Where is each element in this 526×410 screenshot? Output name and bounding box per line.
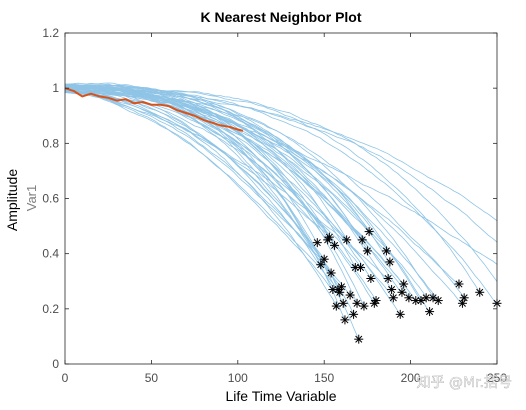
- neighbor-series-line: [65, 90, 439, 301]
- end-marker: [362, 246, 372, 256]
- end-marker: [355, 262, 365, 272]
- end-marker: [404, 293, 414, 303]
- end-marker: [319, 254, 329, 264]
- y-axis-ticks: 0 0.2 0.4 0.6 0.8 1 1.2: [42, 26, 497, 371]
- y-tick-label: 0.6: [42, 192, 59, 206]
- y-tick-label: 1: [52, 81, 59, 95]
- neighbor-series-line: [64, 89, 422, 301]
- neighbor-series-line: [64, 90, 498, 222]
- neighbor-series-line: [65, 85, 460, 285]
- x-tick-label: 200: [401, 371, 421, 385]
- neighbor-series-line: [64, 90, 330, 238]
- chart-title: K Nearest Neighbor Plot: [200, 9, 361, 25]
- end-marker: [399, 279, 409, 289]
- x-tick-label: 150: [314, 371, 334, 385]
- end-marker: [357, 235, 367, 245]
- end-marker: [345, 290, 355, 300]
- neighbor-series-group: [64, 82, 498, 340]
- neighbor-series-line: [64, 91, 389, 279]
- end-marker: [324, 232, 334, 242]
- y-tick-label: 0.8: [42, 136, 59, 150]
- end-marker: [381, 246, 391, 256]
- neighbor-series-line: [64, 86, 360, 340]
- neighbor-series-line: [64, 89, 410, 298]
- neighbor-series-line: [64, 90, 417, 301]
- neighbor-series-line: [64, 88, 498, 243]
- y-axis-sublabel: Var1: [24, 185, 39, 212]
- x-tick-label: 0: [62, 371, 69, 385]
- end-marker: [354, 334, 364, 344]
- x-tick-label: 100: [228, 371, 248, 385]
- query-series-group: [64, 87, 244, 132]
- end-marker: [459, 293, 469, 303]
- neighbor-series-line: [64, 87, 392, 290]
- neighbor-series-line: [64, 89, 498, 282]
- end-marker: [331, 301, 341, 311]
- x-tick-label: 50: [145, 371, 159, 385]
- x-tick-label: 250: [487, 371, 507, 385]
- end-marker: [349, 309, 359, 319]
- y-tick-label: 0: [52, 357, 59, 371]
- end-marker: [340, 315, 350, 325]
- x-axis-ticks: 0 50 100 150 200 250: [62, 33, 507, 385]
- neighbor-series-line: [64, 90, 351, 297]
- end-marker: [433, 296, 443, 306]
- y-tick-label: 1.2: [42, 26, 59, 40]
- neighbor-series-line: [64, 84, 370, 232]
- query-series-line: [64, 87, 244, 132]
- end-marker: [342, 235, 352, 245]
- end-marker: [371, 296, 381, 306]
- end-marker: [326, 268, 336, 278]
- end-marker: [335, 287, 345, 297]
- end-marker: [385, 257, 395, 267]
- end-marker: [454, 279, 464, 289]
- y-axis-label: Amplitude: [4, 169, 20, 231]
- end-marker: [359, 301, 369, 311]
- end-marker: [330, 240, 340, 250]
- end-markers-group: [312, 227, 502, 344]
- neighbor-series-line: [64, 84, 372, 279]
- end-marker: [383, 273, 393, 283]
- end-marker: [388, 293, 398, 303]
- x-axis-label: Life Time Variable: [225, 388, 336, 404]
- neighbor-series-line: [64, 91, 344, 304]
- end-marker: [457, 298, 467, 308]
- neighbor-series-line: [64, 91, 430, 312]
- end-marker: [425, 307, 435, 317]
- end-marker: [312, 238, 322, 248]
- end-marker: [352, 298, 362, 308]
- y-tick-label: 0.4: [42, 247, 59, 261]
- neighbor-series-line: [64, 84, 498, 265]
- end-marker: [364, 227, 374, 237]
- y-tick-label: 0.2: [42, 302, 59, 316]
- neighbor-series-line: [64, 85, 498, 306]
- end-marker: [316, 260, 326, 270]
- end-marker: [338, 298, 348, 308]
- end-marker: [397, 287, 407, 297]
- watermark-text: 知乎 @Mr.括号: [417, 374, 512, 391]
- end-marker: [336, 282, 346, 292]
- end-marker: [366, 273, 376, 283]
- end-marker: [475, 287, 485, 297]
- neighbor-series-line: [64, 86, 481, 293]
- end-marker: [395, 309, 405, 319]
- end-marker: [387, 285, 397, 295]
- neighbor-series-line: [65, 87, 465, 299]
